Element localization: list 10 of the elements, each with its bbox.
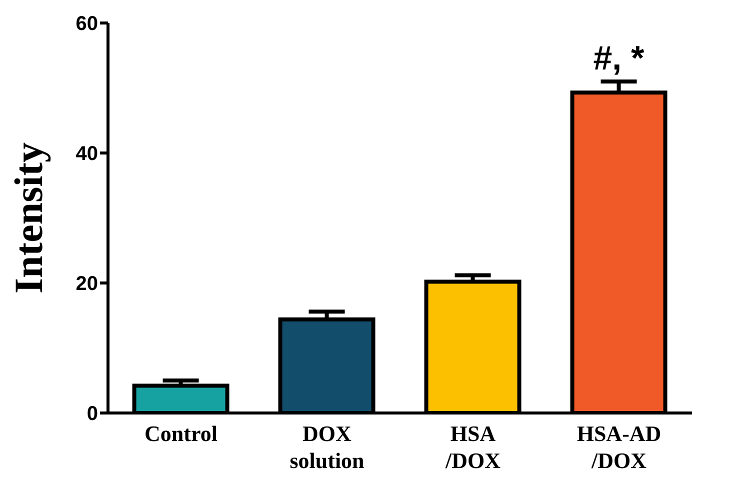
annotation: #, * (593, 40, 646, 78)
x-tick-label: DOX solution (290, 421, 364, 473)
y-tick-label: 20 (76, 273, 98, 296)
x-tick-label: Control (144, 421, 218, 446)
y-axis-title: Intensity (6, 142, 52, 294)
y-tick-label: 60 (76, 13, 98, 36)
y-tick-label: 40 (76, 143, 98, 166)
x-tick-label: HSA /DOX (444, 421, 501, 473)
y-tick-label: 0 (86, 403, 98, 426)
x-tick-label: HSA-AD /DOX (576, 421, 662, 473)
